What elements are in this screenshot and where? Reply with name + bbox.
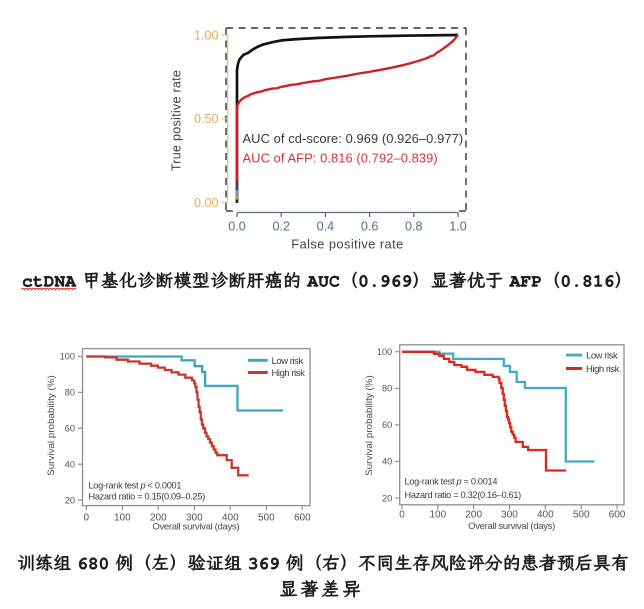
- svg-text:300: 300: [501, 509, 518, 520]
- svg-text:200: 200: [465, 509, 482, 520]
- svg-text:Survival probability (%): Survival probability (%): [46, 375, 57, 476]
- svg-text:0: 0: [84, 513, 90, 524]
- svg-text:20: 20: [65, 495, 75, 505]
- svg-text:40: 40: [65, 459, 75, 469]
- svg-text:Low risk: Low risk: [586, 351, 618, 362]
- svg-text:0.6: 0.6: [361, 220, 379, 234]
- svg-text:AUC of cd-score: 0.969 (0.926–: AUC of cd-score: 0.969 (0.926–0.977): [243, 131, 464, 146]
- svg-text:80: 80: [382, 384, 392, 394]
- svg-text:0.2: 0.2: [272, 220, 290, 234]
- svg-text:500: 500: [258, 513, 275, 524]
- svg-text:0.8: 0.8: [405, 220, 423, 234]
- svg-text:60: 60: [382, 420, 392, 430]
- svg-text:AUC of AFP: 0.816 (0.792–0.839: AUC of AFP: 0.816 (0.792–0.839): [243, 150, 438, 165]
- svg-text:400: 400: [222, 513, 239, 524]
- svg-text:1.00: 1.00: [194, 28, 219, 42]
- svg-text:300: 300: [186, 513, 203, 524]
- svg-text:500: 500: [573, 509, 590, 520]
- svg-text:100: 100: [377, 347, 392, 357]
- svg-text:0.0: 0.0: [228, 220, 246, 234]
- svg-text:80: 80: [65, 388, 75, 398]
- svg-text:Log-rank test p < 0.0001: Log-rank test p < 0.0001: [89, 480, 182, 490]
- svg-text:200: 200: [150, 513, 167, 524]
- svg-text:Hazard ratio = 0.32(0.16–0.61): Hazard ratio = 0.32(0.16–0.61): [405, 490, 522, 500]
- svg-text:High risk: High risk: [586, 364, 620, 375]
- svg-text:False positive rate: False positive rate: [291, 237, 403, 252]
- svg-text:1.0: 1.0: [449, 220, 467, 234]
- svg-text:0.4: 0.4: [317, 220, 335, 234]
- svg-text:40: 40: [382, 457, 392, 467]
- svg-text:100: 100: [114, 513, 131, 524]
- svg-text:High risk: High risk: [272, 368, 306, 379]
- svg-text:True positive rate: True positive rate: [170, 70, 184, 171]
- svg-text:Survival probability (%): Survival probability (%): [364, 375, 375, 476]
- svg-text:0.50: 0.50: [194, 112, 219, 126]
- svg-text:60: 60: [65, 424, 75, 434]
- svg-text:0: 0: [399, 509, 405, 520]
- svg-text:100: 100: [429, 509, 446, 520]
- svg-text:Log-rank test p = 0.0014: Log-rank test p = 0.0014: [405, 476, 498, 486]
- svg-text:Low risk: Low risk: [272, 356, 304, 367]
- svg-text:100: 100: [60, 352, 75, 362]
- svg-text:400: 400: [537, 509, 554, 520]
- svg-text:600: 600: [294, 513, 311, 524]
- svg-text:Overall survival (days): Overall survival (days): [152, 521, 239, 532]
- svg-text:20: 20: [382, 493, 392, 503]
- svg-text:0.00: 0.00: [194, 196, 219, 210]
- svg-text:Hazard ratio = 0.15(0.09–0.25): Hazard ratio = 0.15(0.09–0.25): [89, 492, 206, 502]
- svg-text:Overall survival (days): Overall survival (days): [468, 521, 555, 532]
- svg-text:600: 600: [609, 509, 626, 520]
